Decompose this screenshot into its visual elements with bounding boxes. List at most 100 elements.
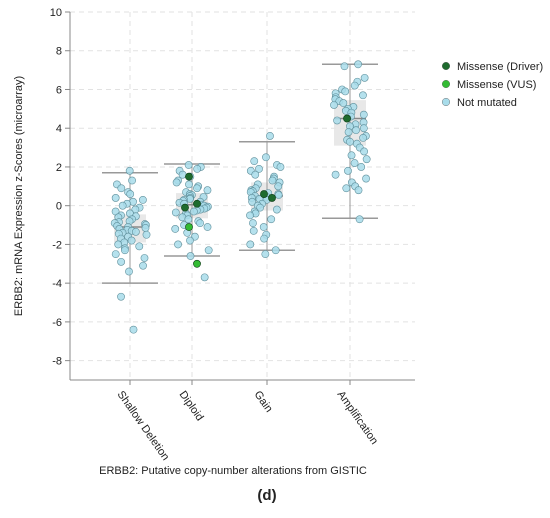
- y-tick-label: 0: [56, 201, 62, 213]
- y-tick-label: 10: [50, 7, 62, 19]
- y-tick-label: -4: [52, 278, 62, 290]
- legend-label: Missense (VUS): [457, 79, 536, 91]
- tick-layer: 10 8 6 4 2 0 -2 -4 -6 -8 Shallow Deletion Diploid Ga…: [50, 7, 380, 463]
- data-point-not-mutated: [125, 166, 134, 175]
- data-point-not-mutated: [341, 87, 350, 96]
- data-point-not-mutated: [347, 151, 356, 160]
- data-point-not-mutated: [141, 224, 150, 232]
- point-layer: [110, 60, 371, 334]
- data-point-not-mutated: [344, 128, 353, 136]
- data-point-not-mutated: [249, 219, 257, 228]
- data-point-missense-vus: [193, 259, 201, 268]
- data-point-not-mutated: [259, 223, 268, 231]
- y-tick-label: 2: [56, 162, 62, 174]
- legend-marker: [442, 62, 451, 71]
- data-point-not-mutated: [125, 267, 133, 276]
- grid-layer: [70, 11, 415, 380]
- data-point-not-mutated: [271, 246, 280, 255]
- data-point-not-mutated: [359, 110, 368, 119]
- data-point-not-mutated: [171, 208, 180, 217]
- panel-label: (d): [257, 487, 276, 504]
- data-point-not-mutated: [266, 132, 274, 140]
- y-axis-title: ERBB2: mRNA Expression z-Scores (microar…: [13, 76, 25, 316]
- data-point-not-mutated: [352, 126, 360, 135]
- legend-label: Not mutated: [457, 97, 517, 109]
- data-point-not-mutated: [204, 246, 213, 255]
- data-point-not-mutated: [200, 273, 209, 282]
- legend-marker: [442, 79, 451, 88]
- x-axis-title: ERBB2: Putative copy-number alterations …: [99, 465, 367, 477]
- data-point-not-mutated: [276, 163, 285, 171]
- data-point-not-mutated: [171, 225, 180, 233]
- data-point-not-mutated: [362, 174, 370, 183]
- data-point-not-mutated: [117, 292, 125, 301]
- data-point-not-mutated: [111, 250, 120, 259]
- x-tick-label: Gain: [252, 389, 275, 415]
- data-point-not-mutated: [255, 164, 263, 173]
- data-point-not-mutated: [262, 153, 270, 162]
- data-point-not-mutated: [186, 252, 195, 260]
- data-point-missense-driver: [185, 172, 193, 181]
- data-point-not-mutated: [138, 195, 147, 204]
- data-point-not-mutated: [186, 236, 194, 245]
- data-point-not-mutated: [359, 133, 368, 142]
- data-point-missense-driver: [260, 190, 268, 198]
- data-point-not-mutated: [330, 101, 338, 109]
- data-point-not-mutated: [139, 261, 147, 270]
- y-tick-label: -8: [52, 356, 62, 368]
- data-point-missense-driver: [343, 114, 351, 123]
- data-point-not-mutated: [185, 180, 193, 189]
- data-point-not-mutated: [203, 223, 212, 231]
- data-point-not-mutated: [250, 157, 259, 166]
- data-point-not-mutated: [127, 236, 136, 245]
- data-point-not-mutated: [272, 205, 281, 214]
- data-point-not-mutated: [350, 159, 359, 167]
- data-point-not-mutated: [135, 242, 144, 251]
- data-point-not-mutated: [342, 184, 351, 193]
- data-point-not-mutated: [174, 240, 182, 249]
- data-point-not-mutated: [189, 207, 198, 216]
- data-point-not-mutated: [114, 240, 123, 249]
- data-point-not-mutated: [184, 215, 193, 224]
- y-tick-label: -2: [52, 239, 62, 251]
- data-point-not-mutated: [256, 203, 264, 212]
- data-point-not-mutated: [193, 184, 201, 193]
- data-point-not-mutated: [357, 163, 366, 171]
- data-point-not-mutated: [118, 201, 127, 210]
- x-tick-label: Shallow Deletion: [115, 389, 172, 463]
- y-tick-label: -6: [52, 317, 62, 329]
- data-point-not-mutated: [339, 99, 348, 107]
- axis-layer: [69, 12, 415, 381]
- data-point-not-mutated: [111, 194, 120, 202]
- legend: Missense (Driver) Missense (VUS) Not mutat…: [442, 61, 543, 109]
- data-point-not-mutated: [360, 73, 369, 82]
- data-point-not-mutated: [354, 186, 363, 195]
- x-tick-label: Diploid: [177, 389, 206, 423]
- data-point-not-mutated: [126, 190, 135, 198]
- data-point-not-mutated: [121, 246, 129, 255]
- y-tick-label: 4: [56, 123, 62, 135]
- legend-label: Missense (Driver): [457, 61, 543, 73]
- data-point-not-mutated: [249, 226, 258, 235]
- data-point-not-mutated: [333, 116, 341, 125]
- x-tick-label: Amplification: [335, 389, 381, 447]
- data-point-not-mutated: [172, 178, 181, 187]
- data-point-not-mutated: [268, 176, 277, 185]
- data-point-not-mutated: [131, 227, 140, 236]
- data-point-missense-driver: [193, 199, 201, 208]
- data-point-not-mutated: [246, 211, 254, 220]
- data-point-not-mutated: [140, 254, 149, 262]
- data-point-not-mutated: [184, 161, 193, 169]
- data-point-missense-driver: [181, 203, 189, 212]
- data-point-not-mutated: [355, 215, 364, 224]
- data-point-missense-driver: [268, 194, 276, 202]
- legend-marker: [442, 97, 451, 106]
- data-point-not-mutated: [359, 124, 368, 133]
- y-tick-label: 6: [56, 84, 62, 96]
- data-point-not-mutated: [246, 240, 255, 249]
- data-point-not-mutated: [346, 137, 354, 146]
- data-point-not-mutated: [354, 60, 363, 69]
- data-point-not-mutated: [360, 147, 369, 156]
- data-point-not-mutated: [267, 215, 276, 224]
